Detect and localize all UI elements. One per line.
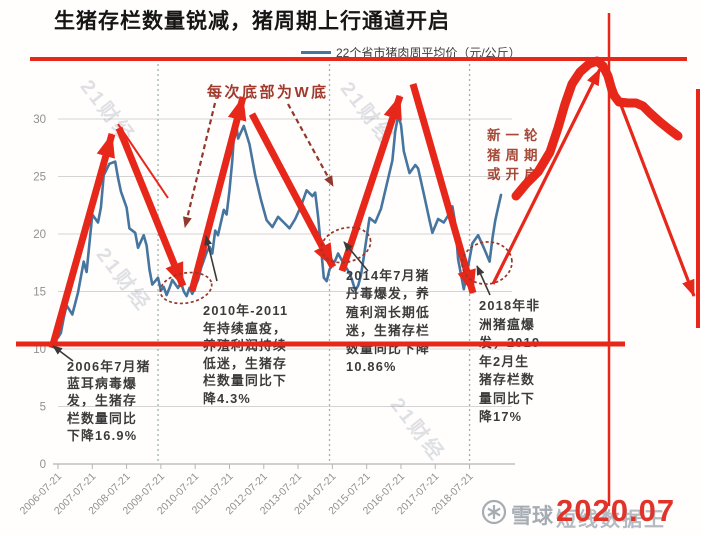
event-annotation-2018-line: 降17% xyxy=(479,409,523,424)
xueqiu-logo-icon xyxy=(481,499,507,525)
w-bottom-pointer-right xyxy=(287,103,334,187)
up-arrow-2014-2016 xyxy=(338,94,404,273)
xueqiu-source-label: 雪球 xyxy=(511,505,553,528)
x-axis-label: 2017-07-21 xyxy=(395,471,442,518)
x-axis-label: 2011-07-21 xyxy=(190,471,236,517)
legend-line-icon xyxy=(301,51,331,54)
pointer-2010-bottom xyxy=(204,235,218,282)
w-bottom-circle-2018 xyxy=(461,241,513,285)
y-axis-label-25: 25 xyxy=(33,172,46,184)
event-annotation-2014-line: 2014年7月猪 xyxy=(346,268,430,283)
event-annotation-2018-line: 2018年非 xyxy=(479,298,541,313)
watermark-text: 21财经 xyxy=(91,244,155,317)
down-arrow-2008-2010 xyxy=(115,126,187,288)
xueqiu-username: 短线数据王 xyxy=(556,509,666,531)
up-arrow-new-cycle xyxy=(491,68,602,285)
y-axis-label-20: 20 xyxy=(33,229,46,241)
y-axis-label-15: 15 xyxy=(33,287,46,299)
event-annotation-2006-line: 下降16.9% xyxy=(67,427,138,443)
w-bottom-label: 每次底部为W底 xyxy=(207,84,329,101)
event-annotation-2010-line: 低迷，生猪存 xyxy=(203,355,287,371)
event-annotation-2010-line: 降4.3% xyxy=(203,390,251,406)
up-arrow-2010-2011 xyxy=(188,96,247,292)
event-annotation-2010-line: 养殖利润持续 xyxy=(203,338,287,353)
y-axis-label-0: 0 xyxy=(40,459,46,471)
event-annotation-2018: 2018年非 洲猪瘟爆发，2019 年2月生猪存栏数量同比下降17% xyxy=(479,297,540,427)
event-annotation-2010: 2010年-2011 年持续瘟疫， 养殖利润持续 低迷，生猪存 栏数量同比下 降4.3% xyxy=(203,302,288,407)
x-axis-label: 2006-07-21 xyxy=(18,471,65,518)
date-stamp-2020-07: 2020.07 xyxy=(556,493,676,528)
x-axis-label: 2013-07-21 xyxy=(258,471,305,518)
event-annotation-2014-line: 迷，生猪存栏 xyxy=(346,322,430,338)
w-bottom-circle-2010 xyxy=(159,271,213,305)
x-axis-label: 2012-07-21 xyxy=(223,471,270,518)
w-bottom-circle-2014 xyxy=(320,226,372,264)
event-annotation-2010-line: 年持续瘟疫， xyxy=(203,320,287,336)
watermark-text: 21财经 xyxy=(385,394,449,467)
price-line-series xyxy=(56,114,503,339)
w-bottom-pointer-left xyxy=(182,102,217,228)
down-arrow-2016-2018 xyxy=(409,83,477,294)
x-axis-label: 2016-07-21 xyxy=(361,471,408,518)
event-annotation-2018-line: 猪存栏数 xyxy=(479,372,535,387)
event-annotation-2014-line: 殖利润长期低 xyxy=(346,304,430,320)
x-axis-label: 2018-07-21 xyxy=(429,471,476,518)
x-axis-label: 2014-07-21 xyxy=(292,471,339,518)
event-annotation-2006-line: 栏数量同比 xyxy=(67,410,137,426)
peak-tangent-line xyxy=(117,123,169,199)
down-arrow-2011-2014 xyxy=(248,112,337,269)
forecast-curve xyxy=(511,56,683,201)
x-axis-label: 2007-07-21 xyxy=(52,471,99,518)
chart-legend: 22个省市猪肉周平均价（元/公斤） xyxy=(301,44,521,61)
x-axis-label: 2008-07-21 xyxy=(86,471,133,518)
event-annotation-2014-line: 丹毒爆发，养 xyxy=(346,286,430,302)
event-annotation-2006: 2006年7月猪 蓝耳病毒爆 发，生猪存 栏数量同比 下降16.9% xyxy=(67,358,151,444)
page-title: 生猪存栏数量锐减，猪周期上行通道开启 xyxy=(54,10,450,33)
event-annotation-2006-line: 发，生猪存 xyxy=(67,393,137,409)
y-axis-label-10: 10 xyxy=(33,344,46,356)
event-annotation-2014-line: 数量同比下降 xyxy=(346,341,430,357)
x-axis-label: 2015-07-21 xyxy=(326,471,373,518)
event-annotation-2018-line: 洲猪瘟爆 xyxy=(479,316,535,332)
event-annotation-2018-line: 量同比下 xyxy=(479,390,535,406)
event-annotation-2014-line: 10.86% xyxy=(346,359,397,375)
x-axis-label: 2009-07-21 xyxy=(121,471,168,518)
pointer-2014-bottom xyxy=(343,241,369,272)
new-cycle-line-3: 或开启 xyxy=(487,167,543,182)
event-annotation-2018-line: 发，2019 xyxy=(479,335,541,350)
x-axis-label: 2010-07-21 xyxy=(155,471,202,518)
y-axis-label-5: 5 xyxy=(40,402,46,414)
legend-label: 22个省市猪肉周平均价（元/公斤） xyxy=(336,46,521,60)
event-annotation-2018-line: 年2月生 xyxy=(479,353,530,369)
new-cycle-line-2: 猪周期 xyxy=(487,147,543,163)
event-annotation-2010-line: 2010年-2011 xyxy=(203,303,289,318)
new-cycle-label: 新一轮 猪周期 或开启 xyxy=(487,126,543,185)
down-arrow-forecast xyxy=(604,65,696,297)
watermark-text: 21财经 xyxy=(75,76,139,149)
pointer-2018-bottom xyxy=(476,265,491,296)
event-annotation-2006-line: 2006年7月猪 xyxy=(67,359,151,374)
watermark-text: 21财经 xyxy=(335,78,399,151)
event-annotation-2010-line: 栏数量同比下 xyxy=(203,373,287,388)
y-axis-label-30: 30 xyxy=(33,114,46,126)
pointer-2006-bottom xyxy=(52,345,74,362)
event-annotation-2006-line: 蓝耳病毒爆 xyxy=(67,376,137,392)
event-annotation-2014: 2014年7月猪 丹毒爆发，养 殖利润长期低 迷，生猪存栏 数量同比下降 10.86% xyxy=(346,267,430,377)
new-cycle-line-1: 新一轮 xyxy=(487,128,543,143)
up-arrow-2006-2008 xyxy=(48,133,116,349)
